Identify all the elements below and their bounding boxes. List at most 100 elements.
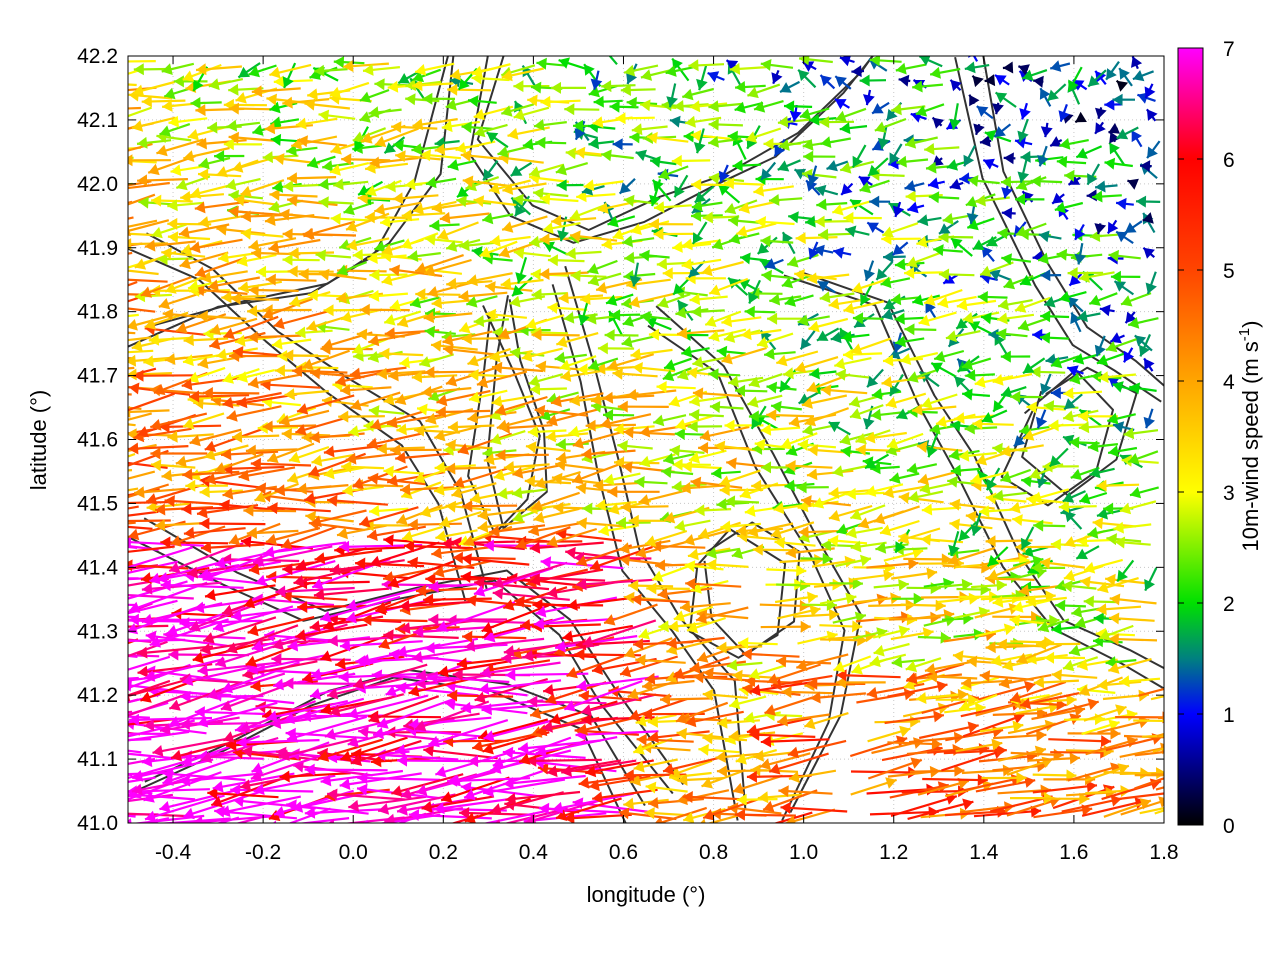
wind-vector-head [526, 441, 537, 453]
wind-vector-head [921, 534, 931, 546]
wind-vector-head [193, 652, 204, 664]
wind-vector-shaft [437, 602, 515, 630]
wind-vector-shaft [574, 558, 652, 559]
wind-vector-head [1110, 594, 1121, 606]
wind-vector [1130, 487, 1159, 499]
wind-vector [745, 306, 776, 318]
wind-vector-head [409, 685, 420, 697]
wind-vector [492, 362, 543, 374]
wind-vector-head [632, 362, 643, 374]
wind-vector [54, 608, 137, 620]
wind-vector-head [908, 491, 919, 503]
wind-vector-head [716, 751, 726, 763]
wind-vector [698, 744, 739, 756]
wind-vector [446, 615, 526, 627]
wind-vector-head [1130, 487, 1141, 499]
wind-vector [546, 682, 607, 704]
wind-vector-head [937, 681, 948, 693]
wind-vector [55, 534, 138, 548]
wind-vector-head [53, 710, 63, 722]
wind-vector-head [564, 312, 575, 324]
wind-vector [776, 579, 810, 591]
wind-vector-head [769, 294, 780, 306]
wind-vector [1048, 735, 1111, 747]
wind-vector-head [113, 589, 123, 601]
wind-vector-head [640, 311, 651, 323]
wind-vector-shaft [305, 770, 388, 771]
wind-vector-head [582, 503, 592, 515]
wind-vector-head [126, 355, 137, 367]
wind-vector-head [223, 397, 234, 409]
wind-vector-head [357, 329, 367, 341]
wind-vector-head [422, 386, 433, 398]
wind-vector-head [1002, 659, 1013, 671]
wind-vector-head [461, 553, 472, 565]
wind-vector-head [76, 386, 86, 398]
wind-vector [997, 313, 1034, 325]
wind-vector [874, 506, 920, 524]
wind-vector-head [112, 712, 123, 723]
wind-vector-head [121, 536, 131, 548]
wind-vector [340, 773, 422, 790]
wind-vector-head [377, 368, 387, 380]
wind-vector-head [94, 659, 105, 670]
wind-vector [962, 359, 991, 371]
wind-vector-head [143, 355, 154, 367]
wind-vector-head [776, 355, 787, 367]
wind-vector [227, 406, 282, 422]
wind-vector-head [275, 365, 285, 377]
wind-vector-head [694, 504, 704, 516]
wind-vector-head [843, 303, 854, 315]
wind-vector-head [996, 579, 1006, 591]
wind-vector-shaft [114, 269, 159, 274]
wind-vector [728, 802, 782, 814]
wind-vector [399, 356, 438, 368]
wind-vector [607, 486, 659, 498]
wind-vector-head [74, 783, 85, 795]
wind-vector [1110, 332, 1124, 343]
wind-vector-head [103, 455, 114, 467]
wind-vector-head [646, 583, 656, 595]
wind-vector-head [1108, 445, 1119, 457]
wind-vector [957, 299, 996, 311]
wind-vector-head [425, 642, 435, 654]
wind-vector-shaft [110, 279, 168, 282]
wind-vector-shaft [106, 472, 155, 485]
wind-vector-head [497, 420, 508, 432]
wind-vector-head [1051, 539, 1061, 551]
wind-vector-head [634, 476, 644, 488]
wind-vector-head [108, 596, 119, 608]
wind-vector-shaft [283, 683, 364, 684]
wind-vector-head [1168, 731, 1178, 743]
wind-vector-shaft [85, 470, 132, 473]
wind-vector-head [79, 521, 90, 533]
wind-vector-head [1202, 712, 1212, 724]
wind-vector-head [776, 655, 786, 667]
wind-vector-head [1070, 752, 1080, 764]
wind-vector [646, 782, 688, 794]
wind-vector-head [67, 721, 78, 733]
wind-vector-head [112, 796, 123, 807]
wind-vector [788, 741, 846, 758]
wind-vector-head [598, 524, 609, 536]
wind-vector [155, 519, 204, 531]
wind-vector [53, 710, 132, 722]
wind-vector-head [841, 446, 852, 458]
wind-vector [79, 521, 136, 533]
wind-vector-shaft [113, 594, 194, 598]
wind-vector [651, 540, 705, 552]
wind-vector-head [673, 459, 683, 471]
wind-vector-head [76, 535, 87, 547]
wind-vector-head [899, 492, 910, 504]
wind-vector-head [918, 474, 929, 486]
wind-vector-head [677, 728, 688, 740]
wind-vector [267, 502, 331, 514]
wind-vector [258, 422, 298, 434]
wind-vector-head [325, 728, 336, 740]
wind-vector [1109, 613, 1155, 625]
wind-vector-head [661, 466, 672, 478]
wind-vector-head [766, 409, 776, 421]
wind-vector-head [112, 788, 122, 800]
